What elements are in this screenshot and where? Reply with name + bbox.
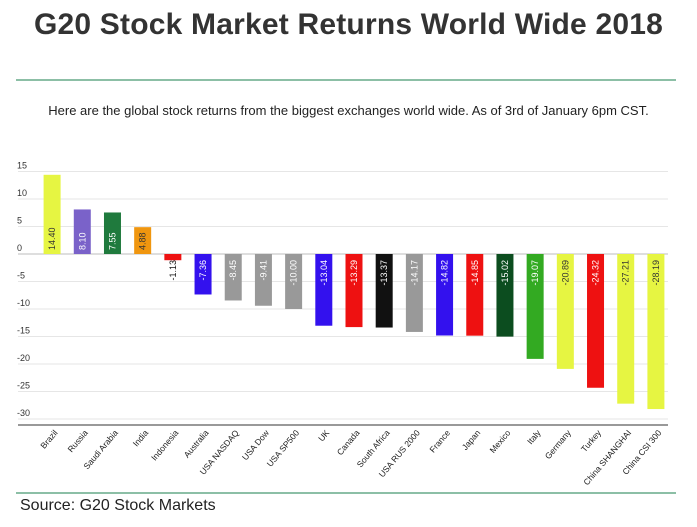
data-label: -1.13: [168, 260, 178, 281]
category-label: Germany: [543, 427, 574, 461]
bar: [194, 254, 212, 295]
bar: [496, 254, 514, 337]
data-label: -9.41: [258, 260, 268, 281]
y-tick-label: -30: [17, 408, 30, 418]
bar: [345, 254, 363, 328]
top-divider: [16, 79, 676, 81]
bottom-divider: [16, 492, 676, 494]
category-label: Turkey: [579, 427, 604, 454]
bar: [375, 254, 393, 328]
data-label: -13.29: [349, 260, 359, 286]
bar-chart: 15 10 5 0 -5 -10 -15 -20 -25 -30 14.40 Brazil 8.10 Ru…: [17, 161, 668, 487]
category-label: UK: [316, 428, 331, 444]
bar: [647, 254, 665, 410]
data-label: 8.10: [77, 232, 87, 250]
bar: [254, 254, 272, 306]
y-tick-label: 0: [17, 243, 22, 253]
category-label: Japan: [460, 428, 483, 452]
y-tick-label: -20: [17, 353, 30, 363]
bar: [164, 254, 182, 261]
source-note: Source: G20 Stock Markets: [20, 497, 216, 514]
data-label: -28.19: [651, 260, 661, 286]
bar: [315, 254, 333, 326]
data-label: 7.55: [107, 232, 117, 250]
category-label: France: [427, 428, 452, 455]
data-label: -10.00: [289, 260, 299, 286]
bar: [587, 254, 605, 388]
data-label: -15.02: [500, 260, 510, 286]
data-label: -27.21: [621, 260, 631, 286]
data-label: 14.40: [47, 227, 57, 250]
bar: [466, 254, 484, 336]
bar: [285, 254, 303, 309]
bar: [103, 212, 121, 254]
chart-subtitle: Here are the global stock returns from t…: [48, 103, 649, 118]
category-label: Italy: [525, 427, 543, 446]
chart-title: G20 Stock Market Returns World Wide 2018: [33, 8, 664, 41]
bar: [134, 227, 152, 254]
category-label: Australia: [182, 428, 211, 460]
bar: [224, 254, 242, 301]
bar: [73, 209, 91, 254]
bar: [405, 254, 423, 332]
category-label: Canada: [335, 428, 362, 457]
data-label: -8.45: [228, 260, 238, 281]
category-label: India: [131, 428, 151, 449]
bar: [436, 254, 454, 336]
category-label: USA Dow: [240, 427, 272, 462]
bar: [43, 174, 61, 254]
y-tick-label: 5: [17, 216, 22, 226]
data-label: -14.85: [470, 260, 480, 286]
category-label: Russia: [65, 428, 90, 455]
data-label: -14.17: [409, 260, 419, 286]
data-label: -13.04: [319, 260, 329, 286]
data-label: -13.37: [379, 260, 389, 286]
data-label: -14.82: [440, 260, 450, 286]
category-label: Mexico: [488, 428, 513, 455]
y-tick-label: 10: [17, 188, 27, 198]
data-label: -20.89: [560, 260, 570, 286]
bar: [617, 254, 635, 404]
data-label: -24.32: [591, 260, 601, 286]
y-tick-label: -10: [17, 298, 30, 308]
category-label: Brazil: [38, 428, 59, 451]
category-label: Indonesia: [149, 428, 181, 463]
bar: [556, 254, 574, 369]
y-tick-label: -15: [17, 326, 30, 336]
data-label: 4.88: [138, 232, 148, 250]
data-label: -19.07: [530, 260, 540, 286]
y-tick-label: -5: [17, 271, 25, 281]
y-tick-label: 15: [17, 161, 27, 171]
data-label: -7.36: [198, 260, 208, 281]
y-tick-label: -25: [17, 381, 30, 391]
bar: [526, 254, 544, 359]
